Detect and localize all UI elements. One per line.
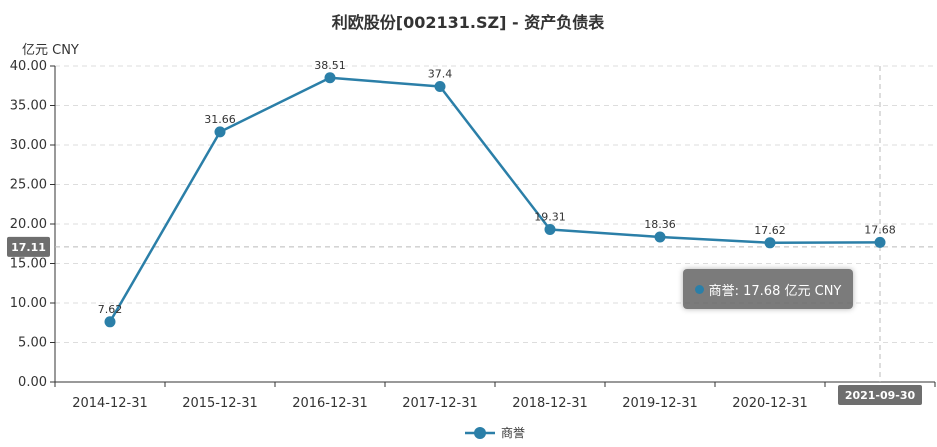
chart-title: 利欧股份[002131.SZ] - 资产负债表 <box>332 13 605 32</box>
y-tick-label: 0.00 <box>18 375 47 390</box>
x-tick-label: 2017-12-31 <box>402 396 478 411</box>
x-tick-label: 2020-12-31 <box>732 396 808 411</box>
x-tick-label: 2015-12-31 <box>182 396 258 411</box>
legend-label: 商誉 <box>501 425 525 440</box>
series-layer <box>104 72 886 328</box>
data-label: 7.62 <box>98 303 123 316</box>
tooltip-series-marker <box>694 284 704 294</box>
data-point[interactable] <box>764 237 776 249</box>
data-point[interactable] <box>654 231 666 243</box>
data-point[interactable] <box>544 223 556 235</box>
y-tick-label: 30.00 <box>10 138 47 153</box>
tooltip-text: 商誉: 17.68 亿元 CNY <box>708 283 842 299</box>
crosshair: 17.11 2021-09-30 <box>7 66 935 405</box>
crosshair-y-badge-label: 17.11 <box>11 241 46 254</box>
y-tick-label: 20.00 <box>10 217 47 232</box>
legend-marker <box>474 427 486 439</box>
tooltip: 商誉: 17.68 亿元 CNY <box>683 269 853 309</box>
series-line <box>108 76 881 323</box>
x-tick-label: 2019-12-31 <box>622 396 698 411</box>
y-tick-label: 5.00 <box>18 336 47 351</box>
data-label: 17.68 <box>864 223 896 236</box>
x-tick-label: 2018-12-31 <box>512 396 588 411</box>
data-label: 19.31 <box>534 210 566 223</box>
y-axis-unit-label: 亿元 CNY <box>22 43 79 58</box>
data-point[interactable] <box>874 236 886 248</box>
x-tick-label: 2016-12-31 <box>292 396 368 411</box>
crosshair-x-badge <box>838 385 922 405</box>
data-labels: 7.62 31.66 38.51 37.4 19.31 18.36 17.62 17.68 <box>98 59 896 316</box>
data-label: 17.62 <box>754 224 786 237</box>
y-tick-label: 10.00 <box>10 296 47 311</box>
data-label: 18.36 <box>644 218 676 231</box>
data-point[interactable] <box>104 316 116 328</box>
data-label: 37.4 <box>428 68 453 81</box>
legend[interactable]: 商誉 <box>465 425 525 440</box>
data-point[interactable] <box>434 81 446 93</box>
data-point[interactable] <box>214 126 226 138</box>
crosshair-y-badge <box>7 236 50 257</box>
y-tick-label: 40.00 <box>10 59 47 74</box>
x-tick-label: 2014-12-31 <box>72 396 148 411</box>
data-point[interactable] <box>324 72 336 84</box>
data-label: 38.51 <box>314 59 346 72</box>
data-label: 31.66 <box>204 113 236 126</box>
y-tick-label: 15.00 <box>10 257 47 272</box>
crosshair-x-badge-label: 2021-09-30 <box>845 389 916 402</box>
axes: 0.00 5.00 10.00 15.00 20.00 25.00 30.00 35.00 40… <box>10 59 936 411</box>
y-tick-label: 25.00 <box>10 178 47 193</box>
y-tick-label: 35.00 <box>10 99 47 114</box>
